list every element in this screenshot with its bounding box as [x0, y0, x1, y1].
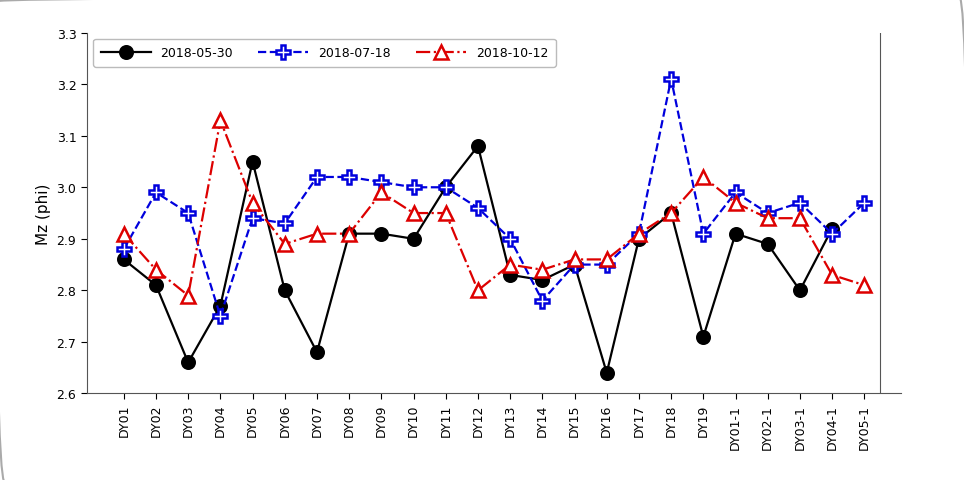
2018-10-12	[440, 211, 451, 216]
2018-07-18	[440, 185, 451, 191]
2018-07-18	[569, 262, 580, 268]
2018-05-30	[279, 288, 290, 294]
2018-05-30	[118, 257, 129, 263]
2018-05-30	[472, 144, 484, 150]
2018-05-30	[182, 360, 194, 366]
Line: 2018-07-18: 2018-07-18	[117, 73, 871, 324]
2018-05-30	[826, 226, 838, 232]
Line: 2018-10-12: 2018-10-12	[117, 114, 871, 303]
2018-05-30	[762, 241, 773, 247]
2018-10-12	[376, 190, 388, 196]
2018-07-18	[762, 211, 773, 216]
2018-10-12	[698, 175, 710, 180]
2018-07-18	[472, 205, 484, 211]
2018-07-18	[504, 237, 516, 242]
2018-07-18	[311, 175, 323, 180]
2018-10-12	[247, 201, 258, 206]
2018-05-30	[698, 334, 710, 340]
2018-07-18	[215, 313, 227, 319]
2018-10-12	[569, 257, 580, 263]
2018-05-30	[730, 231, 741, 237]
2018-10-12	[826, 273, 838, 278]
2018-07-18	[118, 247, 129, 252]
2018-05-30	[794, 288, 806, 294]
2018-10-12	[118, 231, 129, 237]
2018-10-12	[279, 241, 290, 247]
2018-07-18	[247, 216, 258, 222]
2018-07-18	[698, 231, 710, 237]
2018-10-12	[601, 257, 612, 263]
2018-07-18	[601, 262, 612, 268]
2018-10-12	[537, 267, 549, 273]
2018-10-12	[730, 201, 741, 206]
2018-07-18	[408, 185, 419, 191]
2018-10-12	[150, 267, 162, 273]
2018-05-30	[569, 262, 580, 268]
2018-05-30	[504, 273, 516, 278]
2018-07-18	[537, 298, 549, 304]
2018-05-30	[247, 159, 258, 165]
Legend: 2018-05-30, 2018-07-18, 2018-10-12: 2018-05-30, 2018-07-18, 2018-10-12	[93, 40, 555, 68]
2018-05-30	[665, 211, 677, 216]
2018-10-12	[762, 216, 773, 222]
2018-05-30	[408, 237, 419, 242]
2018-10-12	[215, 118, 227, 124]
Y-axis label: Mz (phi): Mz (phi)	[36, 183, 51, 244]
2018-10-12	[633, 231, 645, 237]
2018-05-30	[601, 370, 612, 376]
2018-07-18	[794, 201, 806, 206]
2018-10-12	[665, 211, 677, 216]
2018-07-18	[150, 190, 162, 196]
2018-10-12	[504, 262, 516, 268]
2018-10-12	[472, 288, 484, 294]
2018-07-18	[376, 180, 388, 186]
2018-07-18	[633, 231, 645, 237]
2018-10-12	[794, 216, 806, 222]
2018-07-18	[279, 221, 290, 227]
2018-10-12	[311, 231, 323, 237]
2018-07-18	[343, 175, 355, 180]
2018-05-30	[633, 237, 645, 242]
2018-05-30	[150, 283, 162, 288]
2018-05-30	[311, 349, 323, 355]
Line: 2018-05-30: 2018-05-30	[118, 141, 839, 379]
2018-05-30	[215, 303, 227, 309]
2018-10-12	[343, 231, 355, 237]
2018-07-18	[730, 190, 741, 196]
2018-10-12	[408, 211, 419, 216]
2018-05-30	[440, 185, 451, 191]
2018-07-18	[665, 77, 677, 83]
2018-05-30	[376, 231, 388, 237]
2018-05-30	[537, 277, 549, 283]
2018-07-18	[826, 231, 838, 237]
2018-05-30	[343, 231, 355, 237]
2018-07-18	[182, 211, 194, 216]
2018-07-18	[859, 201, 870, 206]
2018-10-12	[182, 293, 194, 299]
2018-10-12	[859, 283, 870, 288]
